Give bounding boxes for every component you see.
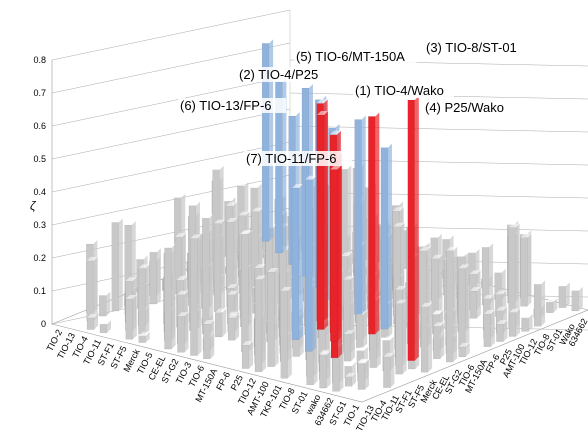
bar-other: [86, 313, 99, 330]
y-category-label: FP-6: [484, 353, 502, 375]
z-tick-labels: 0 0.1 0.2 0.3 0.4 0.5 0.6 0.7 0.8: [33, 55, 46, 329]
annotation-bg: [353, 83, 454, 98]
bar-highlighted: [407, 95, 419, 361]
bar-other: [558, 282, 570, 308]
bar-other: [469, 287, 481, 319]
highlight-annotation: (2) TIO-4/P25: [239, 67, 318, 82]
bar-other: [496, 320, 508, 342]
annotation-bg: [294, 49, 417, 64]
z-tick-label: 0.2: [33, 253, 46, 263]
highlight-annotation: (4) P25/Wako: [425, 100, 504, 115]
bar-other: [177, 312, 189, 353]
grid-line-left: [51, 174, 291, 226]
bar-other: [86, 256, 98, 322]
bar-other: [395, 299, 407, 375]
bar-other: [533, 280, 546, 327]
bar-other: [254, 275, 266, 373]
highlight-annotation: (6) TIO-13/FP-6: [180, 98, 272, 113]
bar-layer: [86, 39, 583, 392]
bar-other: [571, 286, 583, 312]
bar-highlighted: [330, 165, 342, 342]
annotation-bg: [423, 100, 510, 115]
bar-other: [319, 351, 331, 389]
bar-other: [420, 302, 433, 373]
bar-blue: [291, 183, 303, 340]
bar-highlighted: [368, 112, 380, 335]
bar-other: [241, 230, 253, 353]
bar-other: [446, 246, 458, 363]
annotation-bg: [244, 151, 352, 166]
highlight-annotation: (7) TIO-11/FP-6: [246, 151, 337, 166]
bar-other: [213, 219, 226, 313]
bar-other: [458, 342, 470, 358]
annotation-bg: [178, 98, 286, 113]
bar-other: [138, 264, 150, 335]
z-tick-label: 0.6: [33, 121, 46, 131]
bar-other: [241, 341, 254, 369]
z-tick-label: 0.8: [33, 55, 46, 65]
annotation-bg: [424, 40, 532, 55]
bar-other: [520, 233, 532, 307]
bar-other: [280, 286, 292, 379]
z-tick-label: 0.4: [33, 187, 46, 197]
bar-other: [99, 291, 111, 317]
bar-blue: [354, 115, 366, 315]
z-tick-label: 0.5: [33, 154, 46, 164]
bar-other: [99, 320, 111, 334]
grid-line-left: [51, 141, 291, 193]
bar-other: [267, 267, 279, 367]
bar-blue: [305, 175, 317, 352]
bar-other: [203, 320, 215, 360]
bar-other: [508, 223, 520, 329]
highlight-annotation: (5) TIO-6/MT-150A: [296, 49, 405, 64]
grid-line-left: [51, 9, 291, 61]
bar-other: [202, 214, 214, 334]
z-tick-label: 0.1: [33, 286, 46, 296]
bar-other: [125, 294, 137, 340]
bar-other: [149, 248, 161, 305]
bar-other: [357, 359, 369, 390]
bar-other: [138, 331, 150, 343]
grid-line-back: [289, 125, 588, 133]
bar-other: [190, 234, 202, 356]
bar-other: [343, 330, 355, 362]
bar-other: [344, 372, 357, 387]
z-tick-label: 0.7: [33, 88, 46, 98]
highlight-annotation: (1) TIO-4/Wako: [355, 83, 444, 98]
grid-line-left: [51, 75, 291, 127]
bar-other: [508, 308, 520, 337]
z-axis-label: ζ: [30, 199, 37, 213]
bar-other: [481, 243, 494, 306]
bar-other: [521, 313, 533, 332]
grid-line-left: [51, 42, 291, 94]
bar-other: [214, 308, 227, 338]
bar-other: [111, 218, 123, 312]
bar-blue: [261, 39, 274, 242]
bar-other: [483, 310, 495, 347]
bar-highlighted: [316, 111, 329, 330]
z-tick-label: 0: [41, 319, 46, 329]
bar-other: [431, 254, 443, 318]
bar-other: [383, 352, 395, 388]
bar-other: [458, 264, 470, 349]
z-tick-label: 0.3: [33, 220, 46, 230]
bar-other: [546, 298, 558, 313]
bar-other: [355, 310, 368, 348]
annotation-layer: (1) TIO-4/Wako (2) TIO-4/P25 (3) TIO-8/ST-…: [178, 40, 532, 166]
highlight-annotation: (3) TIO-8/ST-01: [426, 40, 517, 55]
bar-other: [433, 322, 445, 359]
bar-other: [227, 313, 240, 341]
bar-other: [164, 243, 176, 350]
annotation-bg: [237, 67, 331, 82]
bar-blue: [380, 143, 392, 330]
grid-layer: [51, 9, 588, 403]
grid-line-left: [51, 108, 291, 160]
